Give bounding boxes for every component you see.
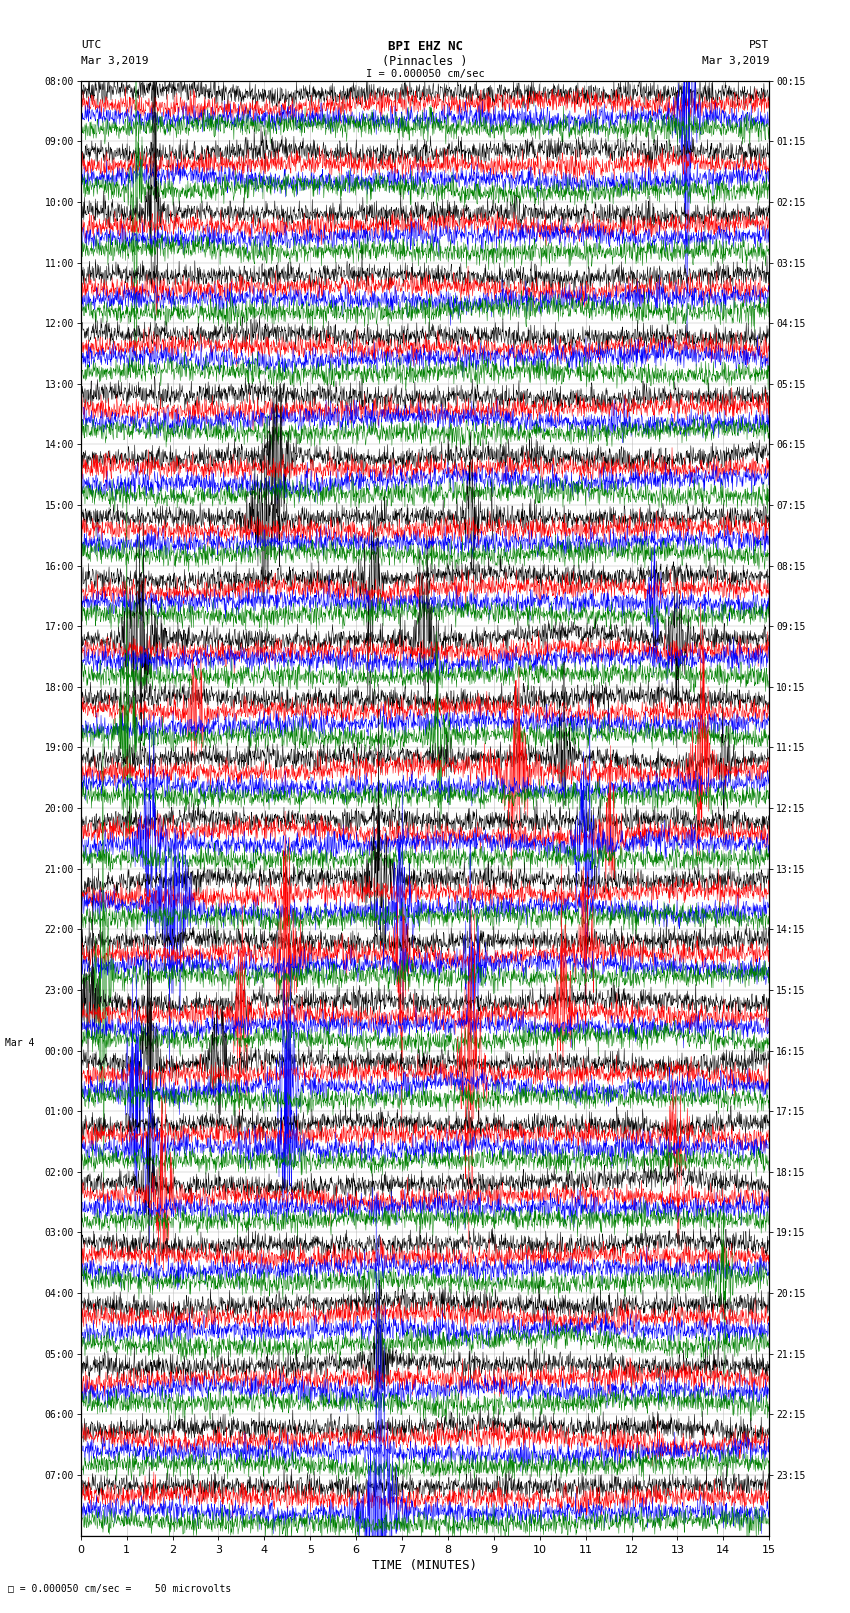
Text: □ = 0.000050 cm/sec =    50 microvolts: □ = 0.000050 cm/sec = 50 microvolts xyxy=(8,1584,232,1594)
Text: UTC: UTC xyxy=(81,40,101,50)
Text: I = 0.000050 cm/sec: I = 0.000050 cm/sec xyxy=(366,69,484,79)
X-axis label: TIME (MINUTES): TIME (MINUTES) xyxy=(372,1558,478,1571)
Text: Mar 4: Mar 4 xyxy=(4,1037,34,1048)
Text: Mar 3,2019: Mar 3,2019 xyxy=(702,56,769,66)
Text: Mar 3,2019: Mar 3,2019 xyxy=(81,56,148,66)
Text: PST: PST xyxy=(749,40,769,50)
Text: BPI EHZ NC: BPI EHZ NC xyxy=(388,40,462,53)
Text: (Pinnacles ): (Pinnacles ) xyxy=(382,55,468,68)
